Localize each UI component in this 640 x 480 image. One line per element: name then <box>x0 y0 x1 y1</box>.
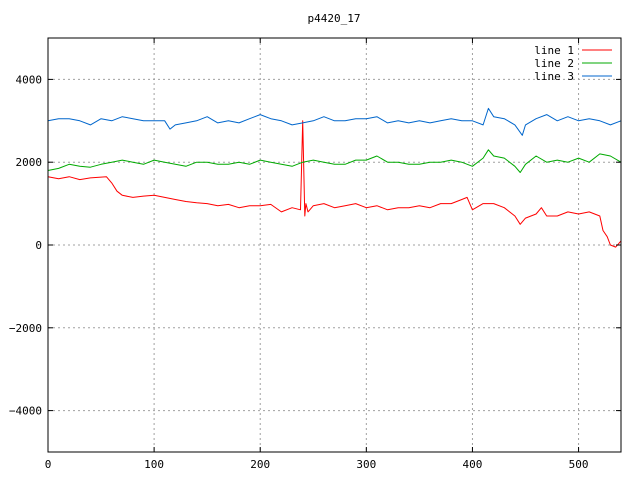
series-layer <box>47 107 622 248</box>
series-line-1 <box>47 120 622 248</box>
series-line-3 <box>47 107 622 136</box>
x-tick-label: 300 <box>356 458 376 471</box>
axes: 0 100 200 300 400 500 −4000 −2000 0 2000 4000 <box>9 38 621 471</box>
y-tick-label: −2000 <box>9 322 42 335</box>
x-tick-label: 500 <box>569 458 589 471</box>
x-tick-label: 400 <box>463 458 483 471</box>
x-tick-label: 0 <box>45 458 52 471</box>
y-tick-label: 4000 <box>16 73 43 86</box>
x-tick-label: 200 <box>250 458 270 471</box>
legend-label-3: line 3 <box>534 70 574 83</box>
y-tick-label: −4000 <box>9 405 42 418</box>
y-tick-label: 2000 <box>16 156 43 169</box>
grid <box>48 38 621 452</box>
chart-title: p4420_17 <box>308 12 361 25</box>
x-tick-label: 100 <box>144 458 164 471</box>
series-line-2 <box>47 149 622 173</box>
y-tick-label: 0 <box>35 239 42 252</box>
legend-label-2: line 2 <box>534 57 574 70</box>
legend-label-1: line 1 <box>534 44 574 57</box>
